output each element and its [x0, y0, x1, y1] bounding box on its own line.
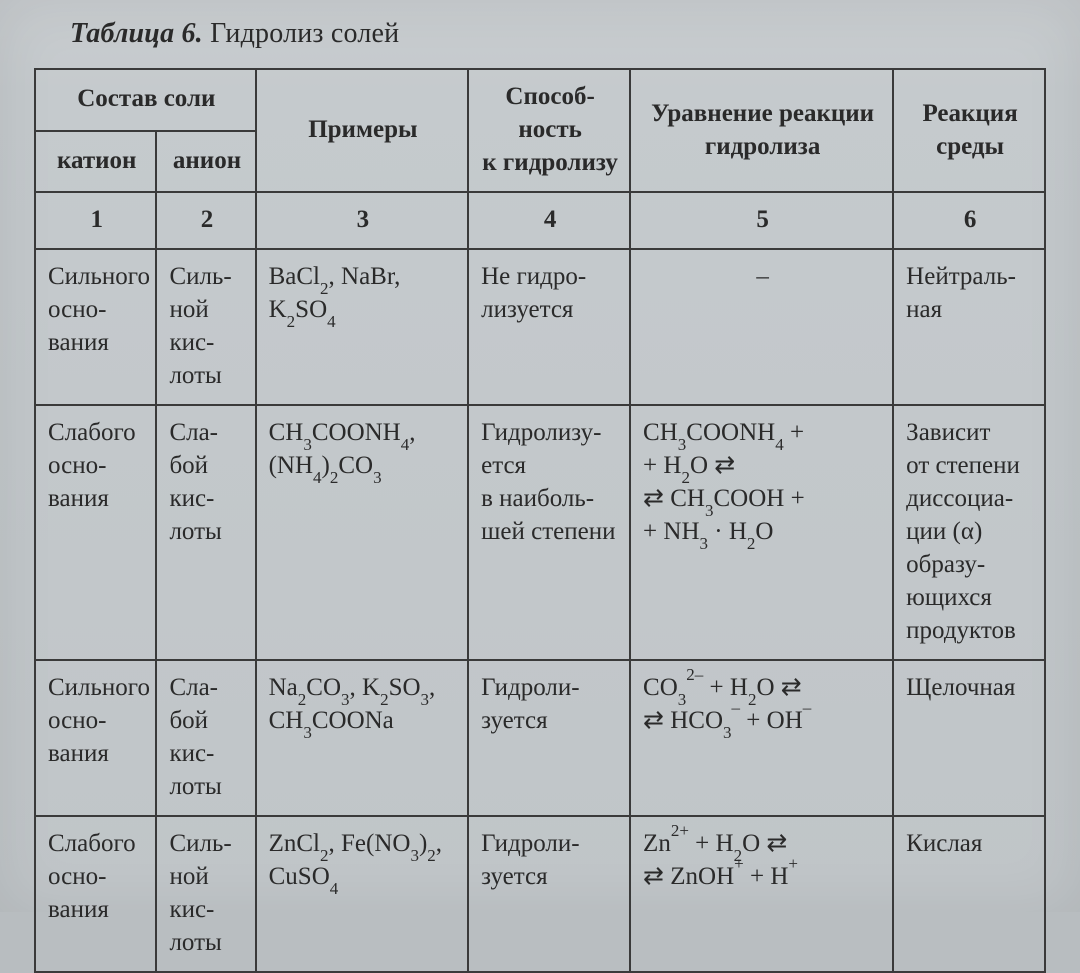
cell-ability: Не гидро-лизуется	[468, 249, 630, 405]
cell-examples: Na2CO3, K2SO3, CH3COONa	[256, 660, 469, 816]
cell-examples: BaCl2, NaBr, K2SO4	[256, 249, 469, 405]
caption-number: Таблица 6.	[70, 18, 203, 49]
colnum-6: 6	[893, 192, 1045, 249]
cell-medium: Нейтраль-ная	[893, 249, 1045, 405]
cell-anion: Силь-ной кис-лоты	[156, 816, 255, 972]
colnum-1: 1	[35, 192, 156, 249]
head-ability: Способ-ностьк гидролизу	[468, 69, 630, 192]
cell-examples: ZnCl2, Fe(NO3)2, CuSO4	[256, 816, 469, 972]
cell-medium: Зависит от степени диссоциа-ции (α) обра…	[893, 405, 1045, 660]
cell-equation: CO32– + H2O ⇄⇄ HCO3– + OH–	[630, 660, 893, 816]
cell-cation: Слабого осно-вания	[35, 816, 156, 972]
head-cation: катион	[35, 131, 156, 193]
table-row: Сильного осно-вания Сла-бой кис-лоты Na2…	[35, 660, 1045, 816]
cell-medium: Кислая	[893, 816, 1045, 972]
column-number-row: 1 2 3 4 5 6	[35, 192, 1045, 249]
cell-medium: Щелочная	[893, 660, 1045, 816]
cell-cation: Слабого осно-вания	[35, 405, 156, 660]
hydrolysis-table: Состав соли Примеры Способ-ностьк гидрол…	[34, 68, 1046, 973]
caption-text: Гидролиз солей	[203, 18, 399, 49]
cell-anion: Силь-ной кис-лоты	[156, 249, 255, 405]
cell-ability: Гидролизу-етсяв наиболь-шей степени	[468, 405, 630, 660]
colnum-4: 4	[468, 192, 630, 249]
page: Таблица 6. Гидролиз солей Состав соли Пр…	[0, 0, 1080, 912]
colnum-3: 3	[256, 192, 469, 249]
cell-ability: Гидроли-зуется	[468, 660, 630, 816]
table-row: Слабого осно-вания Силь-ной кис-лоты ZnC…	[35, 816, 1045, 972]
table-caption: Таблица 6. Гидролиз солей	[70, 18, 1046, 50]
head-composition: Состав соли	[35, 69, 256, 131]
head-examples: Примеры	[256, 69, 469, 192]
table-row: Сильного осно-вания Силь-ной кис-лоты Ba…	[35, 249, 1045, 405]
colnum-5: 5	[630, 192, 893, 249]
head-medium: Реакция среды	[893, 69, 1045, 192]
head-anion: анион	[156, 131, 255, 193]
table-row: Слабого осно-вания Сла-бой кис-лоты CH3C…	[35, 405, 1045, 660]
colnum-2: 2	[156, 192, 255, 249]
cell-anion: Сла-бой кис-лоты	[156, 660, 255, 816]
cell-cation: Сильного осно-вания	[35, 249, 156, 405]
cell-equation: Zn2+ + H2O ⇄⇄ ZnOH+ + H+	[630, 816, 893, 972]
cell-equation: CH3COONH4 ++ H2O ⇄⇄ CH3COOH ++ NH3 · H2O	[630, 405, 893, 660]
table-body: 1 2 3 4 5 6 Сильного осно-вания Силь-ной…	[35, 192, 1045, 972]
cell-examples: CH3COONH4, (NH4)2CO3	[256, 405, 469, 660]
cell-equation: –	[630, 249, 893, 405]
table-head: Состав соли Примеры Способ-ностьк гидрол…	[35, 69, 1045, 192]
cell-cation: Сильного осно-вания	[35, 660, 156, 816]
head-equation: Уравнение реакции гидролиза	[630, 69, 893, 192]
cell-anion: Сла-бой кис-лоты	[156, 405, 255, 660]
cell-ability: Гидроли-зуется	[468, 816, 630, 972]
